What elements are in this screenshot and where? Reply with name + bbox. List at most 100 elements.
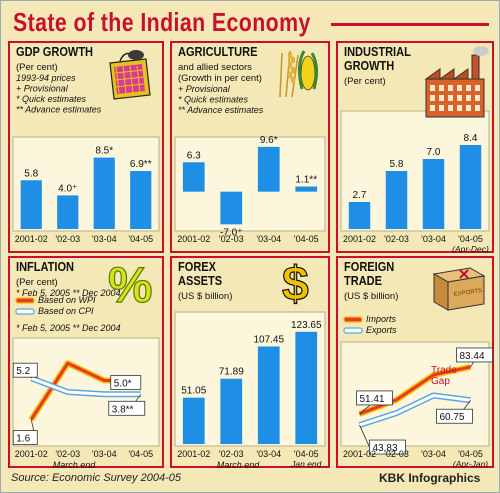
series-line-1	[359, 393, 471, 427]
label-leader-1	[359, 424, 370, 448]
bar-'03-04	[257, 346, 280, 444]
panel-unit-line-0: (US $ billion)	[344, 291, 398, 302]
panel-note-2: ** Advance estimates	[178, 105, 264, 115]
source-note: Source: Economic Survey 2004-05	[11, 472, 181, 484]
title-rule	[331, 23, 489, 26]
bar-'04-05	[295, 186, 318, 192]
bar-'02-03	[57, 195, 79, 229]
label-box-2	[456, 347, 493, 363]
data-label-1: 1.6	[16, 434, 30, 445]
tick-label-1: '02-03	[219, 449, 244, 459]
data-label-2: 8.5*	[95, 146, 113, 157]
tick-label-3: '04-05	[294, 234, 319, 244]
panel-unit-line-0: (Per cent)	[16, 277, 58, 288]
panel-note-0: 1993-94 prices	[16, 73, 76, 83]
panel-unit-line-1: (Growth in per cent)	[178, 73, 262, 84]
data-label-3: 123.65	[291, 320, 322, 331]
panel-unit-line-0: (US $ billion)	[178, 291, 232, 302]
footer-right-note: Jan end	[290, 459, 322, 468]
data-label-3: 1.1**	[295, 175, 317, 186]
legend-label-0: Imports	[366, 314, 397, 324]
panel-unit-line-0: (Per cent)	[344, 76, 386, 87]
label-box-2	[110, 375, 142, 390]
panel-gdp-growth: GDP GROWTH (Per cent) 1993-94 prices + Prov…	[8, 41, 164, 253]
label-box-0	[12, 362, 38, 378]
bar-'04-05	[459, 145, 482, 229]
data-label-3: 60.75	[440, 412, 465, 423]
chart-agriculture: AGRICULTURE and allied sectors(Growth in …	[170, 41, 330, 253]
legend-label-0: Based on WPI	[38, 295, 96, 305]
data-label-3: 3.8**	[112, 404, 134, 415]
panel-forex-assets: FOREX ASSETS (US $ billion) $51.05 2001-02 71…	[170, 256, 330, 468]
page-title: State of the Indian Economy	[13, 7, 311, 37]
data-label-3: 6.9**	[130, 159, 152, 170]
data-label-2: 5.0*	[114, 379, 132, 390]
tick-label-2: '03-04	[92, 234, 117, 244]
extra-note-0: * Feb 5, 2005 ** Dec 2004	[16, 323, 121, 333]
tick-label-3: '04-05	[458, 449, 483, 459]
legend-label-1: Based on CPI	[38, 306, 94, 316]
legend-swatch-0	[15, 297, 35, 304]
panel-inflation: INFLATION (Per cent) * Feb 5, 2005 ** Dec …	[8, 256, 164, 468]
data-label-1: 4.0⁺	[58, 183, 77, 194]
percent-icon: %	[107, 256, 153, 313]
panel-industrial-growth: INDUSTRIAL GROWTH (Per cent) 2.7 2001-02 5.8 '…	[336, 41, 494, 253]
shopping-bag-icon	[109, 50, 151, 100]
panel-title-line-0: INFLATION	[16, 259, 74, 274]
panel-unit-line-0: (Per cent)	[16, 62, 58, 73]
label-box-1	[12, 430, 38, 446]
data-label-3: 8.4	[464, 133, 478, 144]
data-label-2: 7.0	[427, 147, 441, 158]
svg-text:$: $	[282, 258, 309, 311]
credit-rest: Infographics	[405, 471, 481, 485]
data-label-0: 2.7	[353, 190, 367, 201]
tick-label-3: '04-05	[128, 449, 153, 459]
panel-note-1: * Quick estimates	[178, 95, 249, 105]
data-label-1: -7.0⁺	[220, 227, 243, 238]
panel-agriculture: AGRICULTURE and allied sectors (Growth in …	[170, 41, 330, 253]
bar-2001-02	[182, 162, 205, 192]
dollar-icon: $	[281, 257, 309, 311]
tick-label-2: '03-04	[92, 449, 117, 459]
panel-note-3: ** Advance estimates	[16, 105, 102, 115]
panel-foreign-trade: FOREIGN TRADE (US $ billion) Imports Exports…	[336, 256, 494, 468]
data-label-1: 5.8	[390, 159, 404, 170]
bar-2001-02	[20, 180, 42, 229]
tick-label-3: '04-05	[294, 449, 319, 459]
tick-label-1: '02-03	[384, 234, 409, 244]
panel-title-line-0: AGRICULTURE	[178, 44, 257, 59]
tick-label-2: '03-04	[256, 234, 281, 244]
legend-swatch-0	[343, 316, 363, 323]
chart-inflation: INFLATION(Per cent)* Feb 5, 2005 ** Dec …	[8, 256, 164, 468]
bar-'02-03	[220, 191, 243, 225]
footer-note: March end	[53, 460, 97, 468]
bar-'02-03	[385, 171, 408, 229]
legend-swatch-1	[15, 308, 35, 315]
credit: KBK Infographics	[379, 471, 480, 485]
data-label-2: 9.6*	[260, 135, 278, 146]
panel-note-1: + Provisional	[16, 84, 69, 94]
data-label-2: 83.44	[460, 351, 485, 362]
panel-title-line-1: TRADE	[344, 273, 382, 288]
export-crate-icon: EXPORTS	[432, 267, 486, 311]
legend-swatch-1	[343, 327, 363, 334]
label-box-0	[356, 390, 393, 406]
data-label-0: 51.05	[181, 386, 206, 397]
tick-label-2: '03-04	[421, 449, 446, 459]
panel-title-line-0: GDP GROWTH	[16, 44, 93, 59]
panel-unit-line-0: and allied sectors	[178, 62, 252, 73]
svg-text:EXPORTS: EXPORTS	[453, 288, 482, 298]
data-label-0: 6.3	[187, 150, 201, 161]
tick-label-0: 2001-02	[15, 234, 48, 244]
footer-right-note: (Apr-Jan)	[453, 459, 488, 468]
footer-note: March end	[217, 460, 261, 468]
panel-note-0: * Feb 5, 2005 ** Dec 2004	[16, 288, 121, 298]
tick-label-2: '03-04	[421, 234, 446, 244]
legend-label-1: Exports	[366, 325, 397, 335]
chart-gdp: GDP GROWTH (Per cent)1993-94 prices+ Prov…	[8, 41, 164, 253]
svg-text:%: %	[108, 257, 152, 313]
footer-right-note: (Apr-Dec)	[452, 244, 489, 253]
